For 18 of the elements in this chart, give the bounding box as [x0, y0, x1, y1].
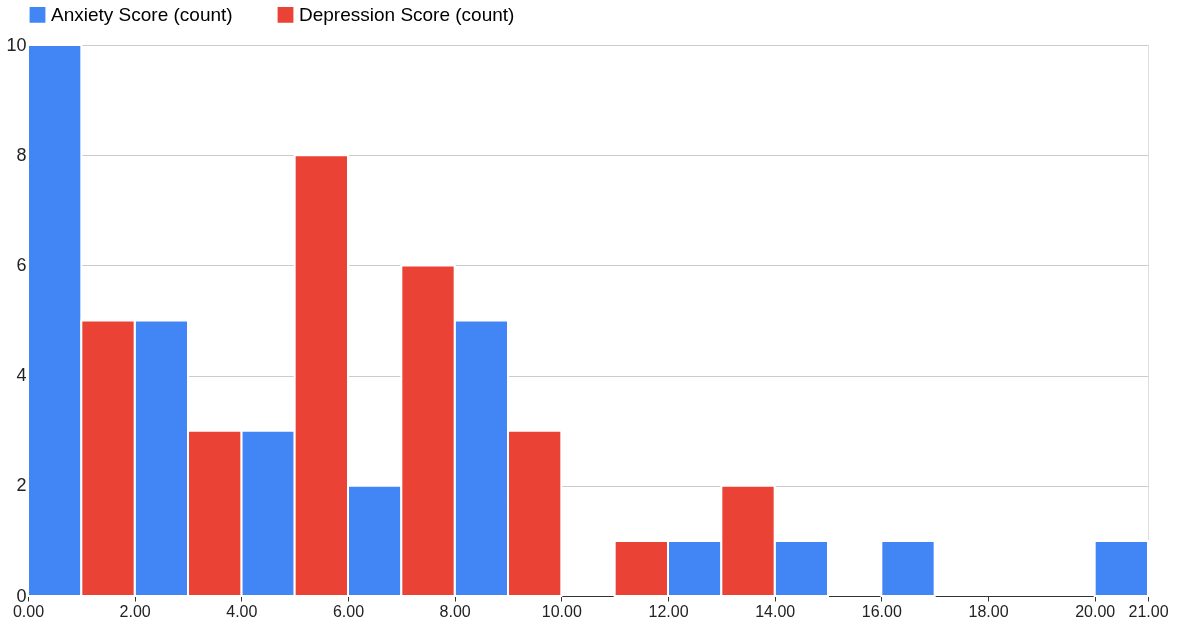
- legend-label: Anxiety Score (count): [51, 3, 233, 25]
- y-tick-label: 6: [16, 254, 27, 275]
- x-tick-label: 20.00: [1075, 602, 1116, 620]
- x-tick-label: 10.00: [541, 602, 582, 620]
- y-tick-label: 10: [6, 34, 27, 55]
- x-tick-label: 21.00: [1128, 602, 1169, 620]
- y-tick-label: 4: [16, 365, 27, 386]
- x-tick-label: 16.00: [861, 602, 902, 620]
- y-tick-label: 2: [16, 475, 27, 496]
- x-tick-label: 2.00: [119, 602, 151, 620]
- x-tick-label: 8.00: [439, 602, 471, 620]
- x-tick-label: 14.00: [755, 602, 796, 620]
- legend-label: Depression Score (count): [299, 3, 515, 25]
- x-tick-label: 18.00: [968, 602, 1009, 620]
- x-tick-label: 4.00: [226, 602, 258, 620]
- y-tick-label: 8: [16, 144, 27, 165]
- x-tick-label: 6.00: [332, 602, 365, 620]
- x-tick-label: 12.00: [648, 602, 689, 620]
